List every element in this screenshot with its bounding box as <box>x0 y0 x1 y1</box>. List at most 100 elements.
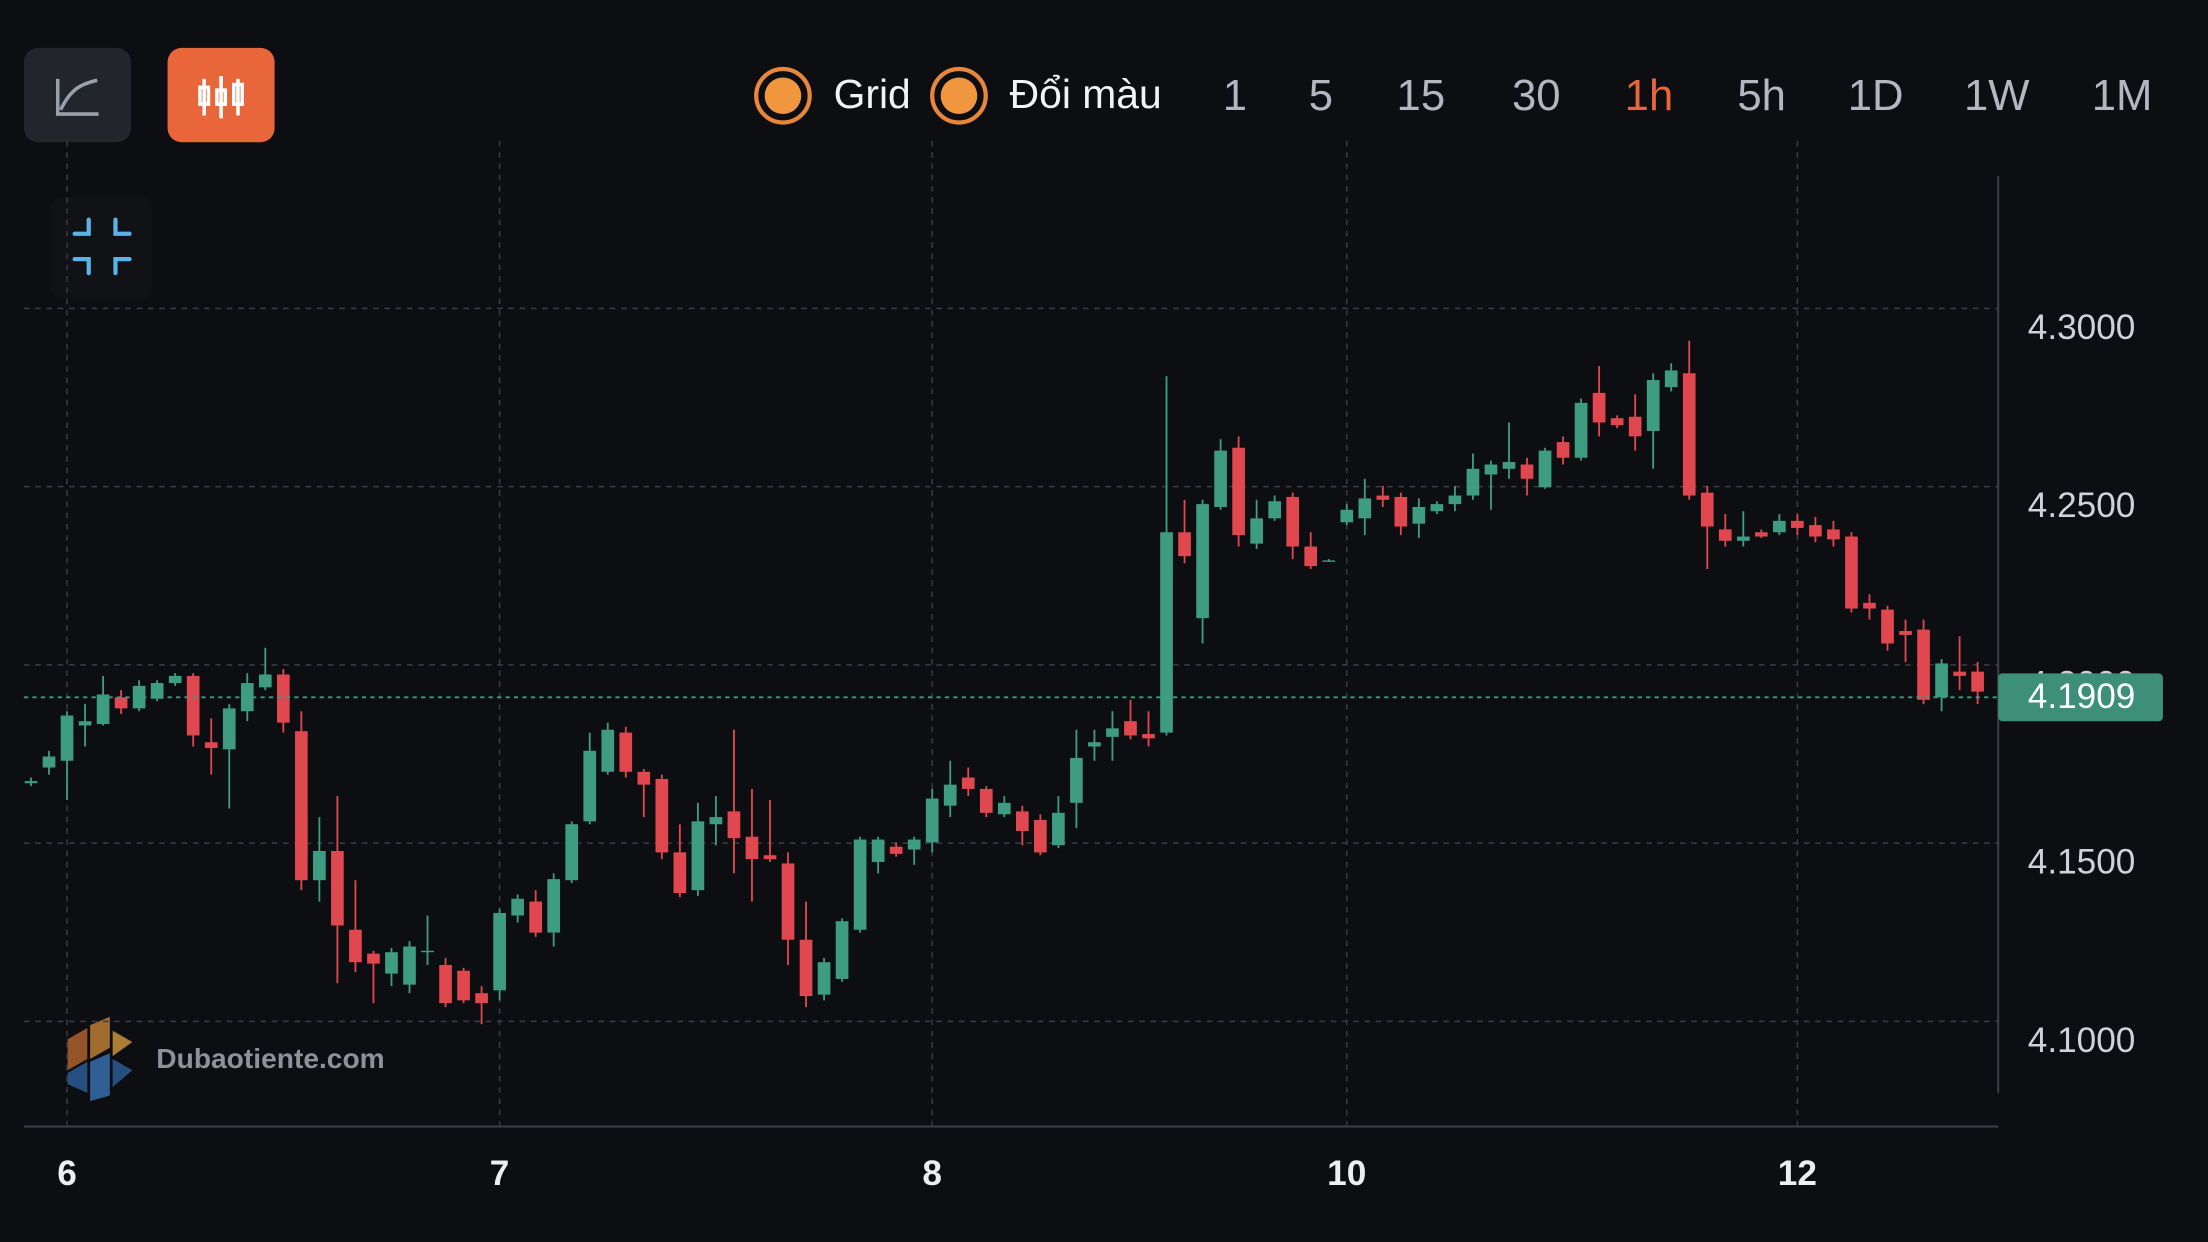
x-tick-label: 8 <box>922 1154 942 1193</box>
candle <box>1520 457 1534 496</box>
x-tick-label: 7 <box>490 1154 510 1193</box>
candle-body <box>258 674 272 688</box>
candle <box>889 842 903 857</box>
candle <box>421 915 434 966</box>
toggle[interactable]: Đổi màu <box>930 66 1162 125</box>
candle <box>925 788 939 853</box>
candle-body <box>1358 498 1372 519</box>
candle <box>1845 532 1858 613</box>
interval-button[interactable]: 5 <box>1309 71 1333 120</box>
candle <box>583 732 597 825</box>
candle <box>1628 394 1642 451</box>
line-icon <box>55 78 99 116</box>
candle <box>997 796 1011 818</box>
collapse-button[interactable] <box>50 197 153 299</box>
candle-body <box>943 784 957 806</box>
interval-button[interactable]: 5h <box>1737 71 1786 120</box>
candle <box>1610 415 1624 429</box>
toggle-label: Đổi màu <box>1010 71 1162 117</box>
candle <box>691 802 705 896</box>
candle-body <box>1466 468 1480 496</box>
candle <box>1809 516 1822 543</box>
candle-body <box>1070 757 1083 803</box>
candle <box>511 894 524 923</box>
candle <box>835 918 849 982</box>
interval-button[interactable]: 1h <box>1625 71 1674 120</box>
candle <box>871 836 885 874</box>
candle-body <box>1214 450 1227 507</box>
candle <box>1592 366 1606 437</box>
interval-button[interactable]: 30 <box>1512 71 1561 120</box>
last-price-box <box>1998 673 2163 722</box>
collapse-icon <box>72 217 132 276</box>
candle-body <box>1394 496 1408 527</box>
candle-body <box>78 721 92 726</box>
candle-body <box>1556 442 1570 458</box>
candle <box>457 967 470 1004</box>
button-bg <box>23 47 131 143</box>
candle <box>1466 453 1480 500</box>
interval-button[interactable]: 1W <box>1964 71 2030 120</box>
candle-body <box>1124 721 1137 736</box>
candle <box>24 777 38 787</box>
y-tick-label: 4.2500 <box>2028 486 2136 525</box>
candle-body <box>1628 416 1642 437</box>
interval-button[interactable]: 15 <box>1397 71 1446 120</box>
candle-body <box>1430 504 1444 512</box>
candle-body <box>1520 464 1534 479</box>
candle <box>385 947 398 987</box>
candle <box>1214 439 1227 510</box>
candle <box>1881 605 1894 651</box>
candle-body <box>727 811 741 839</box>
candle <box>1070 729 1083 829</box>
candle <box>1682 340 1696 500</box>
candle-body <box>60 715 74 761</box>
candle-body <box>1538 450 1552 488</box>
candle <box>403 941 416 994</box>
candle-body <box>385 952 398 974</box>
interval-button[interactable]: 1D <box>1848 71 1904 120</box>
candle <box>601 722 615 775</box>
candle <box>1574 398 1588 461</box>
toggle[interactable]: Grid <box>754 66 911 125</box>
candle-body <box>132 685 146 709</box>
candle <box>961 767 975 797</box>
line-chart-button[interactable] <box>23 47 131 143</box>
candle-body <box>907 839 921 850</box>
candle-body <box>1502 462 1516 469</box>
candle <box>1358 478 1372 536</box>
candle-body <box>1791 520 1804 528</box>
candle <box>367 950 380 1004</box>
candle-body <box>601 729 615 772</box>
candle <box>853 836 867 933</box>
candle <box>168 673 182 686</box>
candle <box>1340 504 1354 526</box>
candle <box>727 729 741 874</box>
candle-chart-button[interactable] <box>167 47 275 143</box>
candle-body <box>1484 464 1498 475</box>
candle-body <box>42 756 56 768</box>
candle-body <box>439 965 452 1004</box>
candle-body <box>313 850 326 881</box>
candle <box>1899 619 1912 663</box>
candle <box>1953 636 1966 691</box>
candle-body <box>114 697 128 709</box>
interval-button[interactable]: 1 <box>1223 71 1247 120</box>
candle-body <box>1304 546 1318 567</box>
candle <box>204 718 218 775</box>
candle <box>493 908 506 1001</box>
candle <box>1196 499 1209 644</box>
interval-button[interactable]: 1M <box>2092 71 2153 120</box>
candle-body <box>222 708 236 750</box>
toggle-dot <box>940 77 978 115</box>
candle <box>1556 436 1570 465</box>
candle <box>1268 495 1282 521</box>
candle <box>439 957 452 1008</box>
candle <box>547 873 561 947</box>
candle-body <box>150 683 164 699</box>
candle-body <box>1052 812 1065 846</box>
candle-body <box>1899 630 1912 635</box>
candle <box>1034 814 1047 856</box>
toggle-label: Grid <box>834 71 911 117</box>
